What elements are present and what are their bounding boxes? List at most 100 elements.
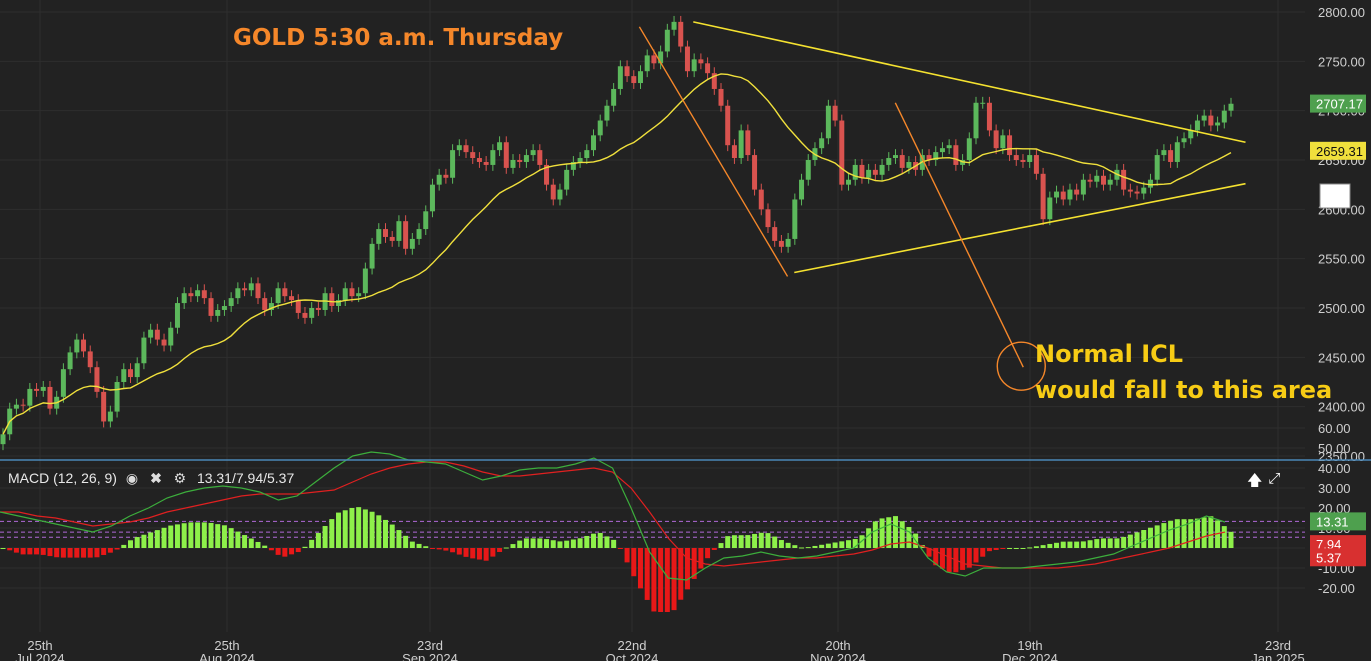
candle-body [409,238,415,249]
macd-histogram-bar [322,526,328,548]
macd-histogram-bar [429,548,435,549]
last-price-badge-bg [1310,94,1366,113]
candle-body [651,55,657,64]
candle-body [456,145,462,151]
macd-histogram-bar [1201,517,1207,548]
candle-body [470,152,476,159]
candle-body [181,293,187,304]
price-tick-label: 2400.00 [1318,400,1365,415]
macd-histogram-bar [13,548,19,553]
price-tick-label: 2450.00 [1318,350,1365,365]
candle-body [87,351,93,368]
candle-body [436,174,442,185]
candle-body [832,105,838,121]
candle-body [993,130,999,149]
candle-body [141,337,147,364]
candle-body [785,238,791,247]
gear-icon[interactable]: ⚙ [173,470,187,486]
macd-histogram-bar [74,548,80,558]
macd-histogram-bar [872,521,878,548]
candle-body [691,59,697,72]
macd-histogram-bar [409,541,415,548]
macd-histogram-bar [1181,519,1187,548]
macd-histogram-bar [1040,545,1046,548]
candle-body [1181,138,1187,143]
candle-body [463,145,469,153]
macd-histogram-bar [544,539,550,548]
candle-body [416,229,422,239]
macd-histogram-bar [476,548,482,560]
macd-histogram-bar [1134,532,1140,548]
macd-histogram-bar [134,537,140,548]
candle-body [255,283,261,299]
macd-histogram-bar [530,538,536,548]
candle-body [939,148,945,153]
macd-histogram-bar [1174,519,1180,548]
candle-body [966,138,972,160]
candle-body [476,158,482,162]
macd-value-badge: 13.31 [1316,514,1349,529]
macd-histogram-bar [403,535,409,548]
macd-histogram-bar [174,524,180,548]
candle-body [637,71,643,84]
macd-histogram-bar [752,533,758,548]
macd-histogram-bar [262,545,268,548]
arrow-up-icon[interactable]: 🡅 [1247,472,1263,489]
candle-body [953,145,959,165]
candle-body [684,46,690,72]
macd-histogram-bar [711,548,717,550]
macd-histogram-bar [456,548,462,555]
macd-histogram-bar [87,548,93,558]
candle-body [1154,155,1160,180]
candle-body [154,329,160,340]
eye-icon[interactable]: ◉ [125,470,139,486]
candle-body [899,155,905,168]
candle-body [342,288,348,301]
macd-histogram-bar [309,539,315,548]
macd-histogram-bar [926,548,932,557]
candle-body [1087,179,1093,182]
macd-histogram-bar [94,548,100,558]
macd-label: MACD (12, 26, 9) [8,470,117,486]
candle-body [705,63,711,74]
histogram-value-badge-bg [1310,548,1366,567]
candle-body [973,102,979,139]
candle-body [282,288,288,297]
x-axis-month-label: Nov 2024 [810,651,866,661]
candle-body [40,386,46,391]
candle-body [275,288,281,304]
candle-body [114,382,120,412]
macd-tick-label: 60.00 [1318,421,1351,436]
macd-histogram-bar [799,547,805,549]
close-icon[interactable]: ✖ [150,470,162,486]
candle-body [483,161,489,165]
macd-histogram-bar [127,540,133,548]
macd-histogram-bar [148,532,154,548]
price-tick-label: 2500.00 [1318,301,1365,316]
expand-icon[interactable]: ⤢ [1268,470,1281,487]
candle-body [309,308,315,318]
trendline-lower [794,182,1246,274]
candle-body [74,339,80,353]
macd-histogram-bar [1194,518,1200,548]
macd-tick-label: 20.00 [1318,501,1351,516]
candle-body [1027,155,1033,162]
macd-histogram-bar [268,548,274,551]
candle-body [94,367,100,392]
macd-histogram-bar [161,527,167,548]
macd-tick-label: 40.00 [1318,461,1351,476]
candle-body [906,161,912,168]
trendline-upper [693,21,1246,144]
macd-histogram-bar [1101,538,1107,548]
macd-histogram-bar [1094,539,1100,548]
macd-histogram-bar [570,539,576,548]
macd-histogram-bar [557,541,563,548]
candle-body [986,102,992,131]
candle-body [825,105,831,139]
macd-histogram-bar [846,540,852,548]
macd-histogram-bar [765,533,771,548]
icl-line [894,102,1024,368]
candle-body [544,164,550,185]
macd-histogram-bar [215,524,221,548]
